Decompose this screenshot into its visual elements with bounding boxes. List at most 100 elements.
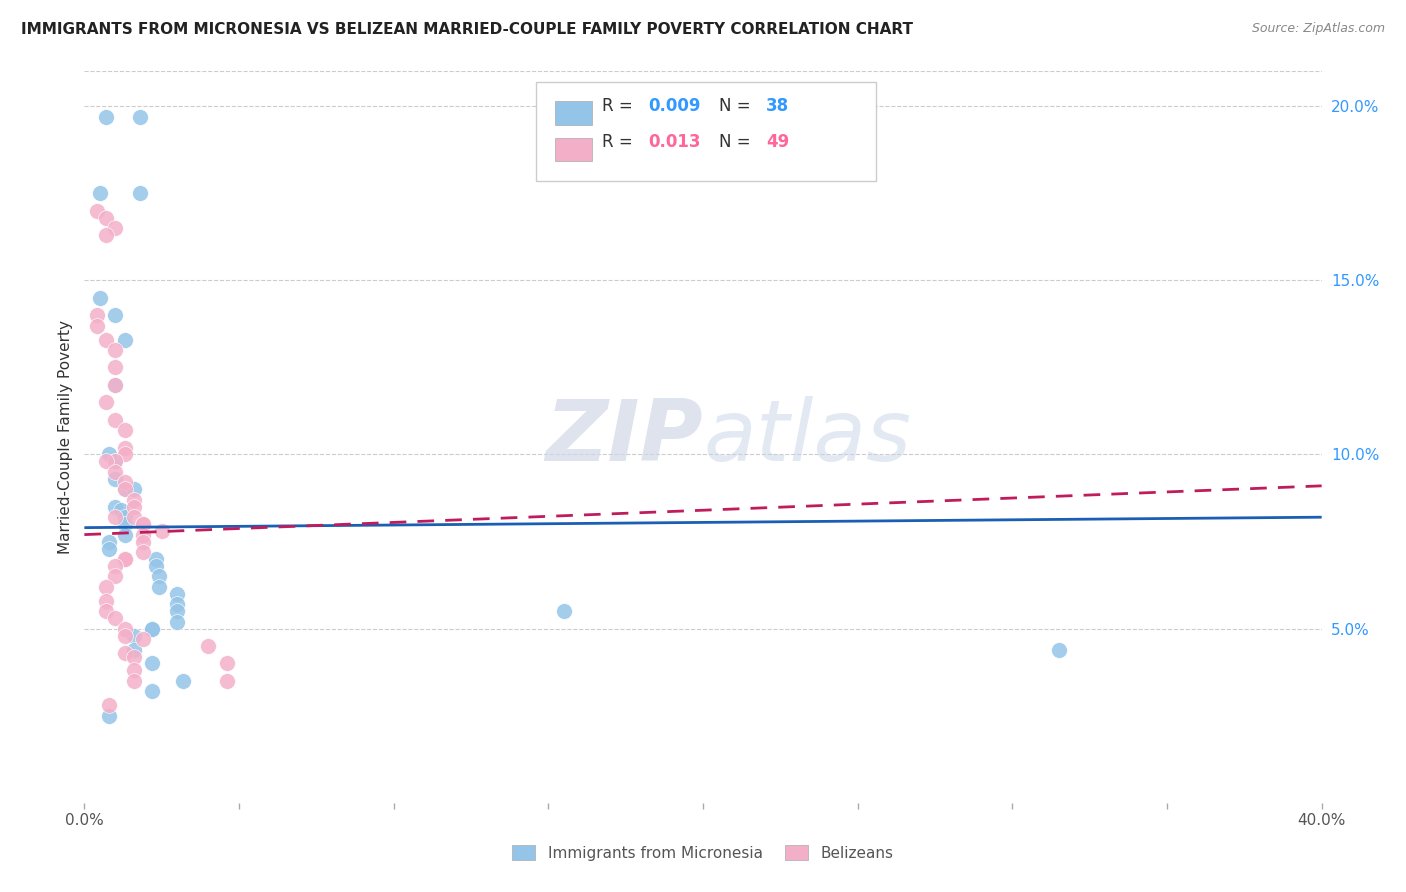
Point <box>148 569 170 583</box>
Point <box>114 552 136 566</box>
Point <box>86 318 108 333</box>
Point <box>114 333 136 347</box>
Point <box>129 110 152 124</box>
Point <box>145 558 167 573</box>
Point <box>122 649 145 664</box>
Point <box>132 632 155 646</box>
Point <box>98 541 121 556</box>
Point <box>104 308 127 322</box>
Point <box>104 465 127 479</box>
Point <box>98 534 121 549</box>
Point <box>114 483 136 497</box>
Text: R =: R = <box>602 133 643 152</box>
FancyBboxPatch shape <box>536 82 876 181</box>
Point <box>141 622 163 636</box>
Text: 49: 49 <box>766 133 789 152</box>
Point <box>132 534 155 549</box>
Point <box>122 483 145 497</box>
Point <box>122 500 145 514</box>
Point <box>148 580 170 594</box>
Point <box>132 545 155 559</box>
Text: R =: R = <box>602 96 637 115</box>
Text: atlas: atlas <box>703 395 911 479</box>
Point <box>166 604 188 618</box>
Point <box>94 594 117 608</box>
Point <box>110 503 132 517</box>
Point <box>114 475 136 490</box>
Point <box>150 524 173 538</box>
Text: N =: N = <box>718 133 756 152</box>
Point <box>132 517 155 532</box>
Point <box>141 622 163 636</box>
Point <box>122 629 145 643</box>
Point <box>98 708 121 723</box>
Y-axis label: Married-Couple Family Poverty: Married-Couple Family Poverty <box>58 320 73 554</box>
Point <box>98 698 121 713</box>
Point <box>114 441 136 455</box>
Point <box>122 642 145 657</box>
Point <box>114 483 136 497</box>
Point <box>104 500 127 514</box>
Text: Source: ZipAtlas.com: Source: ZipAtlas.com <box>1251 22 1385 36</box>
Point <box>114 622 136 636</box>
Point <box>172 673 194 688</box>
Point <box>145 552 167 566</box>
Point <box>122 492 145 507</box>
Point <box>114 423 136 437</box>
Point <box>94 454 117 468</box>
Text: 38: 38 <box>766 96 789 115</box>
Legend: Immigrants from Micronesia, Belizeans: Immigrants from Micronesia, Belizeans <box>505 837 901 868</box>
Point <box>132 527 155 541</box>
Point <box>86 308 108 322</box>
Point <box>104 412 127 426</box>
Point <box>104 343 127 357</box>
Point <box>114 527 136 541</box>
Point <box>94 580 117 594</box>
FancyBboxPatch shape <box>554 102 592 125</box>
Point <box>94 395 117 409</box>
Text: 0.013: 0.013 <box>648 133 702 152</box>
Text: ZIP: ZIP <box>546 395 703 479</box>
Point <box>122 510 145 524</box>
Point <box>122 664 145 678</box>
Point <box>197 639 219 653</box>
Point <box>94 110 117 124</box>
Point <box>104 221 127 235</box>
Point <box>122 673 145 688</box>
FancyBboxPatch shape <box>554 138 592 161</box>
Point <box>104 558 127 573</box>
Point <box>166 615 188 629</box>
Text: 0.009: 0.009 <box>648 96 702 115</box>
Text: N =: N = <box>718 96 756 115</box>
Point <box>114 552 136 566</box>
Point <box>129 186 152 201</box>
Point <box>114 646 136 660</box>
Point <box>114 629 136 643</box>
Point <box>89 291 111 305</box>
Point <box>104 454 127 468</box>
Point <box>104 569 127 583</box>
Point <box>104 360 127 375</box>
Text: IMMIGRANTS FROM MICRONESIA VS BELIZEAN MARRIED-COUPLE FAMILY POVERTY CORRELATION: IMMIGRANTS FROM MICRONESIA VS BELIZEAN M… <box>21 22 912 37</box>
Point <box>89 186 111 201</box>
Point <box>553 604 575 618</box>
Point <box>132 517 155 532</box>
Point <box>215 657 238 671</box>
Point <box>104 510 127 524</box>
Point <box>141 684 163 698</box>
Point <box>114 510 136 524</box>
Point <box>104 472 127 486</box>
Point <box>104 377 127 392</box>
Point <box>166 587 188 601</box>
Point <box>104 377 127 392</box>
Point <box>94 604 117 618</box>
Point <box>94 228 117 243</box>
Point <box>98 448 121 462</box>
Point <box>104 611 127 625</box>
Point <box>1047 642 1070 657</box>
Point <box>166 597 188 611</box>
Point <box>141 657 163 671</box>
Point <box>94 333 117 347</box>
Point <box>215 673 238 688</box>
Point <box>114 448 136 462</box>
